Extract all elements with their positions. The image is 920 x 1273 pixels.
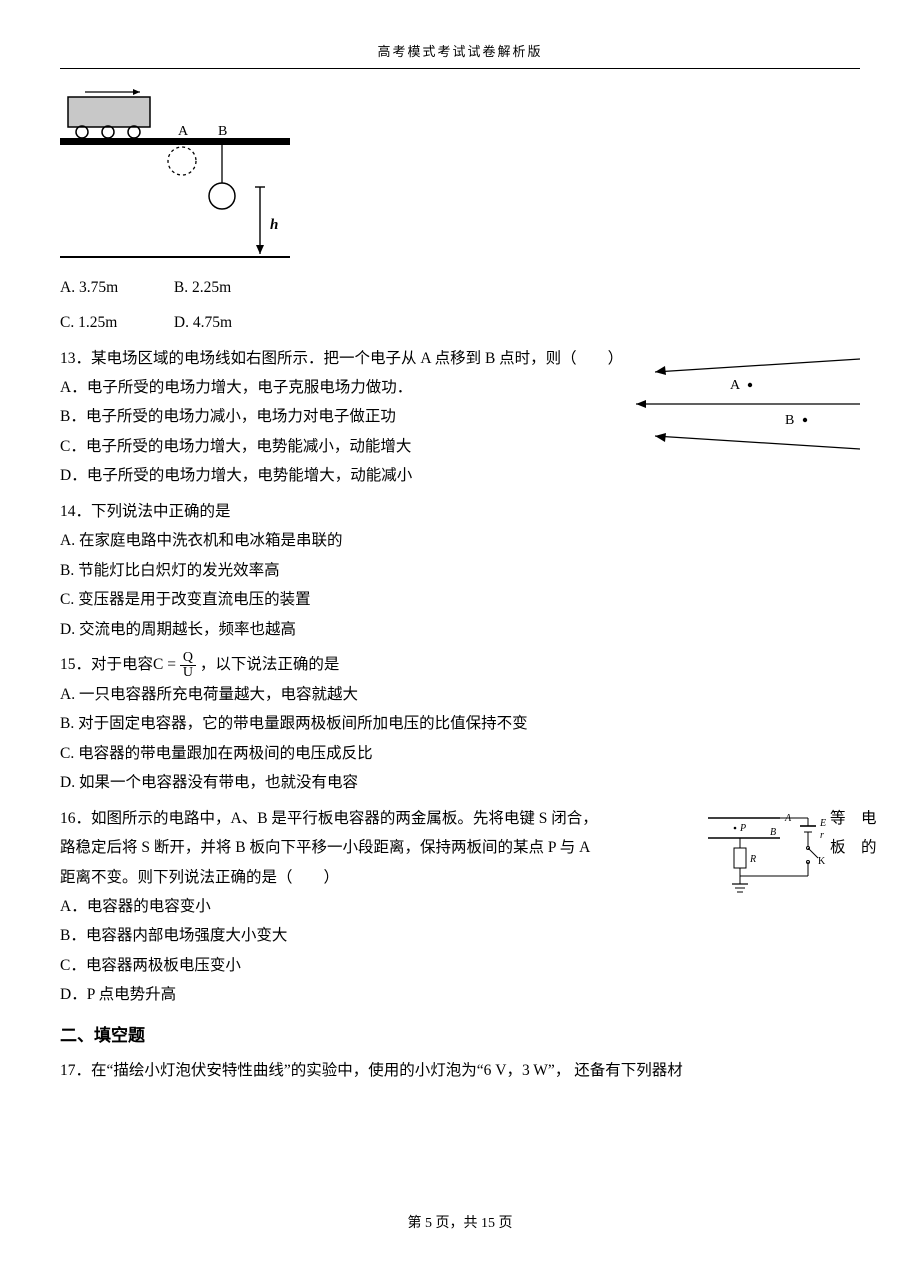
q13-opt-d: D．电子所受的电场力增大，电势能增大，动能减小	[60, 461, 860, 490]
svg-text:R: R	[749, 854, 756, 865]
q16-opt-c: C．电容器两极板电压变小	[60, 951, 860, 980]
q14-number: 14	[60, 503, 76, 520]
q17-number: 17	[60, 1062, 76, 1079]
q15-number: 15	[60, 656, 76, 673]
page-header: 高考模式考试试卷解析版	[60, 40, 860, 69]
q16-opt-b: B．电容器内部电场强度大小变大	[60, 921, 860, 950]
svg-text:K: K	[818, 856, 826, 867]
q12-options-row2: C. 1.25m D. 4.75m	[60, 308, 860, 337]
q13-block: 13．某电场区域的电场线如右图所示．把一个电子从 A 点移到 B 点时，则（ ）…	[60, 344, 860, 491]
svg-text:h: h	[270, 217, 278, 233]
q17-block: 17．在“描绘小灯泡伏安特性曲线”的实验中，使用的小灯泡为“6 V，3 W”， …	[60, 1056, 860, 1085]
page-footer: 第 5 页，共 15 页	[0, 1211, 920, 1238]
q14-opt-d: D. 交流电的周期越长，频率也越高	[60, 615, 860, 644]
q16-number: 16	[60, 810, 76, 827]
q15-opt-b: B. 对于固定电容器，它的带电量跟两极板间所加电压的比值保持不变	[60, 709, 860, 738]
svg-text:A: A	[730, 378, 741, 393]
q16-side-chars: 等 电 板 的	[830, 804, 890, 863]
q15-opt-d: D. 如果一个电容器没有带电，也就没有电容	[60, 768, 860, 797]
q15-block: 15．对于电容C = QU ，以下说法正确的是 A. 一只电容器所充电荷量越大，…	[60, 650, 860, 798]
q16-opt-d: D．P 点电势升高	[60, 980, 860, 1009]
svg-text:A: A	[178, 124, 189, 139]
q14-opt-c: C. 变压器是用于改变直流电压的装置	[60, 585, 860, 614]
q14-opt-b: B. 节能灯比白炽灯的发光效率高	[60, 556, 860, 585]
svg-text:P: P	[739, 823, 746, 834]
svg-text:B: B	[218, 124, 227, 139]
q13-number: 13	[60, 350, 76, 367]
section2-title: 二、填空题	[60, 1020, 860, 1052]
q15-opt-c: C. 电容器的带电量跟加在两极间的电压成反比	[60, 739, 860, 768]
q13-figure: A B	[630, 354, 860, 454]
q15-opt-a: A. 一只电容器所充电荷量越大，电容就越大	[60, 680, 860, 709]
svg-text:B: B	[770, 827, 776, 838]
svg-text:E: E	[819, 818, 826, 829]
q12-options-row1: A. 3.75m B. 2.25m	[60, 273, 860, 302]
svg-text:r: r	[820, 830, 824, 841]
q16-block: 16．如图所示的电路中，A、B 是平行板电容器的两金属板。先将电键 S 闭合， …	[60, 804, 860, 1010]
q12-figure: A B h	[60, 89, 290, 269]
q16-circuit-figure: A B P E r K	[700, 806, 830, 906]
q14-block: 14．下列说法中正确的是 A. 在家庭电路中洗衣机和电冰箱是串联的 B. 节能灯…	[60, 497, 860, 644]
svg-text:B: B	[785, 413, 794, 428]
q14-opt-a: A. 在家庭电路中洗衣机和电冰箱是串联的	[60, 526, 860, 555]
